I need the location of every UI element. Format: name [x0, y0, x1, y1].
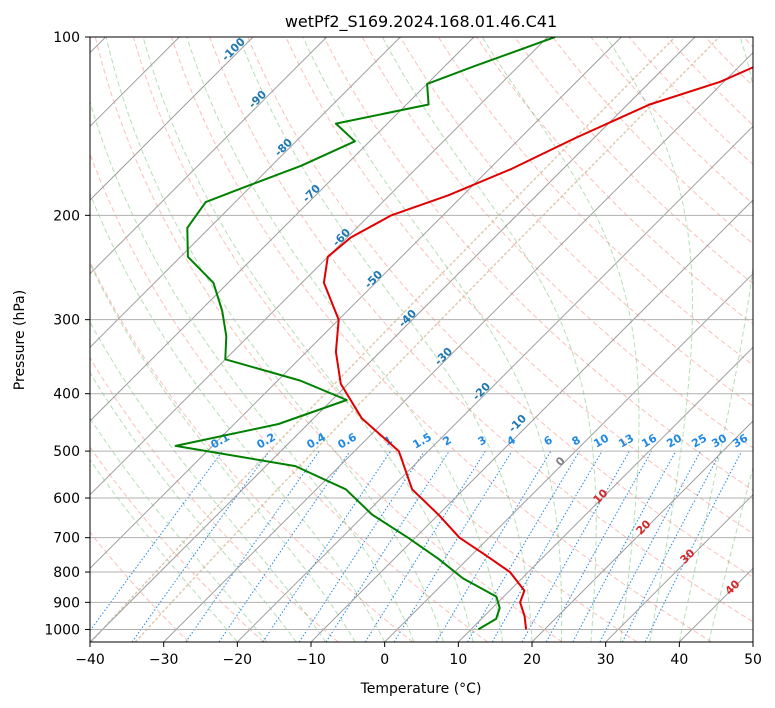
- isotherm: [90, 37, 475, 422]
- isotherm: [90, 37, 401, 349]
- isotherm: [457, 346, 753, 642]
- dry-adiabat: [247, 37, 753, 578]
- dry-adiabat: [90, 152, 488, 642]
- isotherm: [384, 272, 753, 642]
- moist-adiabat: [186, 37, 503, 642]
- mixing-ratio-line: [185, 450, 320, 642]
- dry-adiabat: [399, 37, 753, 407]
- x-axis: −40 −30 −20 −10 0 10 20 30 40 50: [75, 642, 762, 668]
- isotherm: [90, 37, 254, 201]
- dry-adiabat: [437, 37, 753, 366]
- y-axis-title: Pressure (hPa): [12, 290, 28, 390]
- mixing-ratio-line: [364, 450, 486, 642]
- dry-adiabat: [90, 446, 264, 642]
- x-tick-label: −40: [75, 652, 105, 668]
- x-tick-label: 40: [670, 652, 688, 668]
- moist-adiabat: [90, 192, 386, 642]
- temperature-profile: [322, 66, 753, 630]
- moist-adiabat: [90, 459, 238, 642]
- dry-adiabat: [514, 37, 753, 285]
- dry-adiabat: [323, 37, 753, 491]
- mixing-ratio-line: [599, 450, 701, 642]
- moist-adiabat: [142, 37, 474, 642]
- moist-adiabat: [381, 37, 597, 642]
- moist-adiabat: [302, 37, 563, 642]
- x-axis-title: Temperature (°C): [360, 681, 482, 697]
- mixing-ratio-line: [262, 450, 392, 642]
- x-tick-label: 50: [744, 652, 762, 668]
- moist-adiabat: [678, 37, 753, 642]
- profiles: [174, 37, 753, 631]
- moist-adiabat: [90, 321, 327, 642]
- x-tick-label: −20: [223, 652, 253, 668]
- isotherm: [90, 37, 696, 642]
- x-tick-label: 30: [597, 652, 615, 668]
- x-tick-label: −30: [149, 652, 179, 668]
- y-tick-label: 600: [53, 491, 80, 507]
- dewpoint-profile: [174, 37, 556, 631]
- y-tick-label: 1000: [44, 622, 80, 638]
- dry-adiabat: [132, 37, 638, 642]
- mixing-ratio-line: [435, 450, 552, 642]
- dry-adiabat: [90, 356, 339, 642]
- freezing-isotherm: [134, 37, 720, 642]
- mixing-ratio-line: [393, 450, 513, 642]
- dry-adiabat: [171, 37, 712, 642]
- isotherm: [531, 420, 753, 642]
- dry-adiabat: [361, 37, 753, 449]
- y-tick-label: 100: [53, 30, 80, 46]
- x-tick-label: 20: [523, 652, 541, 668]
- y-axis: 1000 900 800 700 600 500 400 300 200 100: [44, 30, 90, 638]
- isotherm: [90, 37, 549, 496]
- y-tick-label: 700: [53, 531, 80, 547]
- isotherm: [163, 51, 753, 642]
- dry-adiabat: [285, 37, 753, 535]
- dry-adiabat: [90, 531, 190, 642]
- moist-adiabat: [105, 37, 445, 642]
- dry-adiabat: [209, 37, 753, 623]
- moist-adiabat: [481, 37, 640, 642]
- mixing-ratio-line: [325, 450, 450, 642]
- chart-title: wetPf2_S169.2024.168.01.46.C41: [285, 12, 557, 32]
- isotherm: [236, 125, 753, 642]
- background-lines: [90, 37, 753, 642]
- moist-adiabat: [90, 417, 268, 642]
- freezing-isotherm: [90, 37, 676, 642]
- y-tick-label: 500: [53, 444, 80, 460]
- x-tick-label: −10: [296, 652, 326, 668]
- y-tick-label: 300: [53, 313, 80, 329]
- mixing-ratio-line: [131, 450, 270, 642]
- moist-adiabat: [238, 37, 533, 642]
- moist-adiabat: [708, 465, 753, 642]
- moist-adiabat: [90, 262, 356, 642]
- mixing-ratio-line: [298, 450, 425, 642]
- dry-adiabat: [94, 37, 563, 642]
- mixing-ratio-line: [90, 450, 223, 632]
- isotherm: [605, 493, 753, 642]
- mixing-ratio-line: [218, 450, 351, 642]
- moist-adiabat: [606, 37, 693, 642]
- x-tick-label: 0: [380, 652, 389, 668]
- mixing-ratio-line: [545, 450, 653, 642]
- y-tick-label: 800: [53, 565, 80, 581]
- mixing-ratio-line: [644, 450, 743, 642]
- y-tick-label: 200: [53, 208, 80, 224]
- x-tick-label: 10: [449, 652, 467, 668]
- y-tick-label: 400: [53, 387, 80, 403]
- mixing-ratio-line: [572, 450, 677, 642]
- plot-frame: [89, 36, 754, 643]
- mixing-ratio-line: [521, 450, 630, 642]
- mixing-ratio-line: [621, 450, 722, 642]
- isotherm: [90, 37, 622, 570]
- isotherm: [90, 37, 328, 275]
- y-tick-label: 900: [53, 595, 80, 611]
